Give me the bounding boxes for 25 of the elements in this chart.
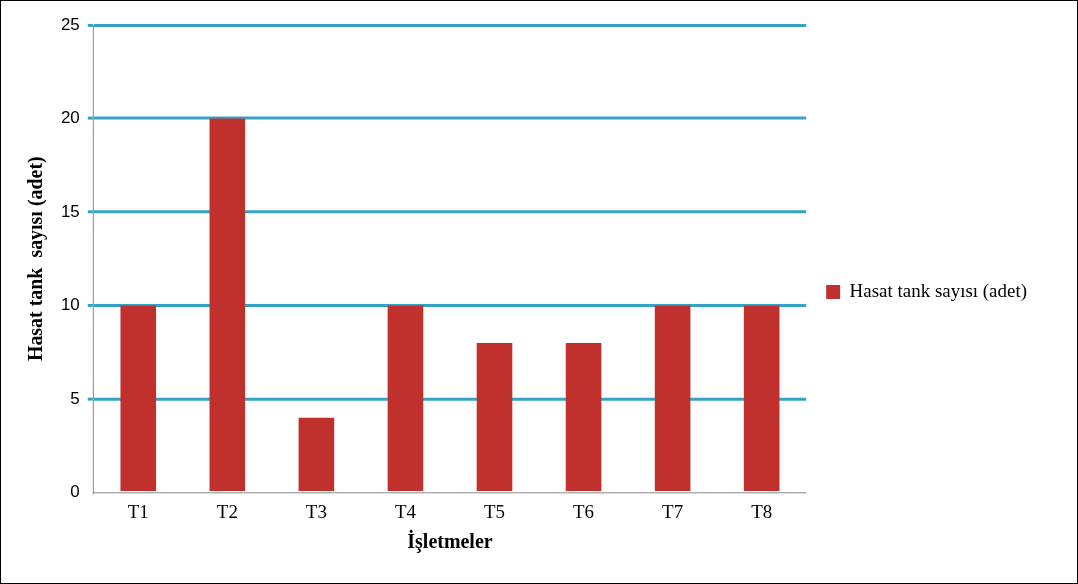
- x-tick-label: T8: [751, 500, 773, 522]
- y-axis-title: Hasat tank sayısı (adet): [24, 156, 48, 362]
- legend-label: Hasat tank sayısı (adet): [849, 279, 1027, 302]
- x-tick-label: T4: [394, 500, 417, 522]
- bar: [298, 417, 335, 492]
- x-tick-label: T3: [305, 500, 327, 522]
- bar: [387, 305, 424, 492]
- bar: [743, 305, 780, 492]
- x-tick-label: T2: [216, 500, 238, 522]
- bar: [209, 118, 246, 492]
- y-tick-label: 20: [60, 108, 80, 128]
- y-tick-label: 5: [70, 388, 80, 408]
- bar: [565, 342, 602, 492]
- y-tick-label: 25: [60, 14, 80, 34]
- x-axis-title: İşletmeler: [407, 529, 493, 554]
- bar: [120, 305, 157, 492]
- bar: [654, 305, 691, 492]
- x-tick-label: T7: [662, 500, 684, 522]
- x-tick-label: T1: [127, 500, 149, 522]
- x-tick-label: T5: [483, 500, 506, 522]
- y-tick-label: 15: [60, 201, 80, 221]
- bar: [476, 342, 513, 492]
- y-tick-label: 0: [70, 482, 80, 502]
- x-tick-label: T6: [573, 500, 595, 522]
- y-tick-label: 10: [60, 295, 80, 315]
